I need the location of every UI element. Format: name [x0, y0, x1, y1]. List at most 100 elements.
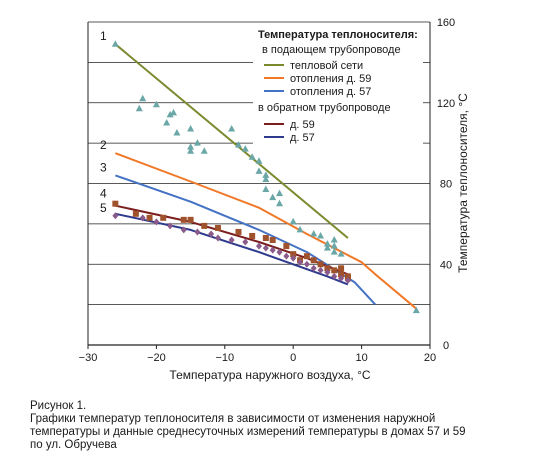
- legend-entry-5: д. 57: [290, 132, 315, 144]
- data-point-1: [330, 236, 338, 243]
- data-point-5: [290, 254, 297, 262]
- series-line-4: [115, 204, 349, 276]
- data-point-1: [248, 153, 256, 160]
- data-point-4: [112, 200, 119, 207]
- legend-entry-1: тепловой сети: [290, 60, 363, 72]
- data-point-5: [228, 236, 235, 244]
- data-point-1: [323, 244, 331, 251]
- data-point-1: [152, 100, 160, 108]
- series-line-2: [115, 152, 417, 310]
- data-point-1: [187, 124, 195, 132]
- data-point-4: [303, 253, 310, 260]
- data-point-4: [180, 216, 187, 223]
- data-point-4: [146, 214, 153, 221]
- data-point-1: [173, 129, 181, 136]
- data-point-1: [262, 185, 270, 193]
- legend-entry-3: отопления д. 57: [290, 86, 371, 98]
- data-point-1: [262, 175, 270, 182]
- data-point-4: [201, 222, 208, 229]
- y-tick-label: 80: [440, 179, 452, 191]
- line-label-3: 3: [100, 160, 107, 174]
- data-point-4: [262, 235, 269, 242]
- data-point-1: [289, 217, 297, 225]
- data-point-4: [214, 224, 221, 231]
- data-point-1: [296, 225, 304, 233]
- data-point-5: [317, 266, 324, 274]
- data-point-5: [180, 226, 187, 234]
- data-point-4: [160, 214, 167, 221]
- data-point-4: [338, 271, 345, 278]
- x-tick-label: −30: [79, 352, 98, 364]
- data-point-4: [187, 216, 194, 223]
- legend-entry-2: отопления д. 59: [290, 73, 371, 85]
- legend-background: [253, 27, 423, 147]
- data-point-1: [187, 147, 195, 154]
- legend-group-supply: в подающем трубопроводе: [262, 44, 401, 56]
- data-point-1: [228, 124, 236, 132]
- data-point-5: [194, 228, 201, 236]
- data-point-1: [255, 157, 263, 164]
- data-point-5: [324, 268, 331, 276]
- data-point-5: [297, 258, 304, 266]
- x-tick-label: −10: [215, 352, 234, 364]
- legend-group-return: в обратном трубопроводе: [258, 102, 391, 114]
- x-tick-label: −20: [147, 352, 166, 364]
- legend-title: Температура теплоносителя:: [258, 29, 418, 41]
- y-tick-label: 160: [437, 17, 455, 29]
- data-point-1: [330, 242, 338, 249]
- data-point-1: [241, 145, 249, 152]
- series-line-5: [115, 212, 349, 286]
- data-point-1: [412, 306, 420, 314]
- data-point-4: [324, 265, 331, 272]
- data-point-1: [330, 248, 338, 255]
- data-point-4: [132, 210, 139, 217]
- x-tick-label: 20: [424, 352, 436, 364]
- y-tick-label: 120: [437, 98, 455, 110]
- caption-line-1: Рисунок 1.: [30, 400, 87, 412]
- data-point-4: [317, 261, 324, 268]
- x-tick-label: 10: [355, 352, 367, 364]
- data-point-1: [337, 250, 345, 257]
- x-tick-label: 0: [290, 352, 296, 364]
- data-point-1: [166, 110, 174, 118]
- y-axis-label: Температура теплоносителя, °C: [456, 93, 470, 273]
- data-point-4: [338, 265, 345, 272]
- series-line-3: [115, 174, 377, 306]
- data-point-1: [276, 199, 284, 207]
- data-point-5: [167, 222, 174, 230]
- data-point-1: [255, 167, 263, 174]
- data-point-5: [153, 218, 160, 226]
- data-point-1: [262, 171, 270, 178]
- data-point-1: [193, 139, 201, 146]
- data-point-4: [331, 267, 338, 274]
- data-point-5: [242, 238, 249, 246]
- data-point-1: [139, 94, 147, 102]
- data-point-1: [317, 231, 325, 239]
- data-point-5: [276, 248, 283, 256]
- line-label-4: 4: [100, 187, 107, 201]
- series-points: [111, 40, 420, 314]
- line-number-labels: 1 2 3 45: [100, 29, 107, 215]
- data-point-5: [112, 212, 119, 220]
- data-point-5: [283, 252, 290, 260]
- caption-line-4: по ул. Обручева: [30, 439, 117, 451]
- data-point-5: [262, 244, 269, 252]
- data-point-1: [135, 104, 143, 112]
- data-point-1: [310, 229, 318, 237]
- data-point-5: [303, 260, 310, 268]
- line-label-1: 1: [100, 29, 107, 43]
- caption-line-3: температуры и данные среднесуточных изме…: [30, 426, 466, 438]
- data-point-5: [256, 242, 262, 250]
- data-point-5: [208, 230, 215, 238]
- data-point-1: [269, 193, 277, 201]
- figure-caption: Рисунок 1. Графики температур теплоносит…: [30, 400, 530, 452]
- data-point-5: [338, 274, 345, 282]
- data-point-4: [290, 251, 297, 258]
- data-point-5: [331, 272, 338, 280]
- data-point-4: [235, 228, 242, 235]
- series-line-1: [114, 43, 349, 239]
- data-point-5: [344, 276, 351, 284]
- y-tick-label: 40: [440, 259, 452, 271]
- data-point-1: [323, 240, 331, 247]
- data-point-1: [234, 141, 242, 148]
